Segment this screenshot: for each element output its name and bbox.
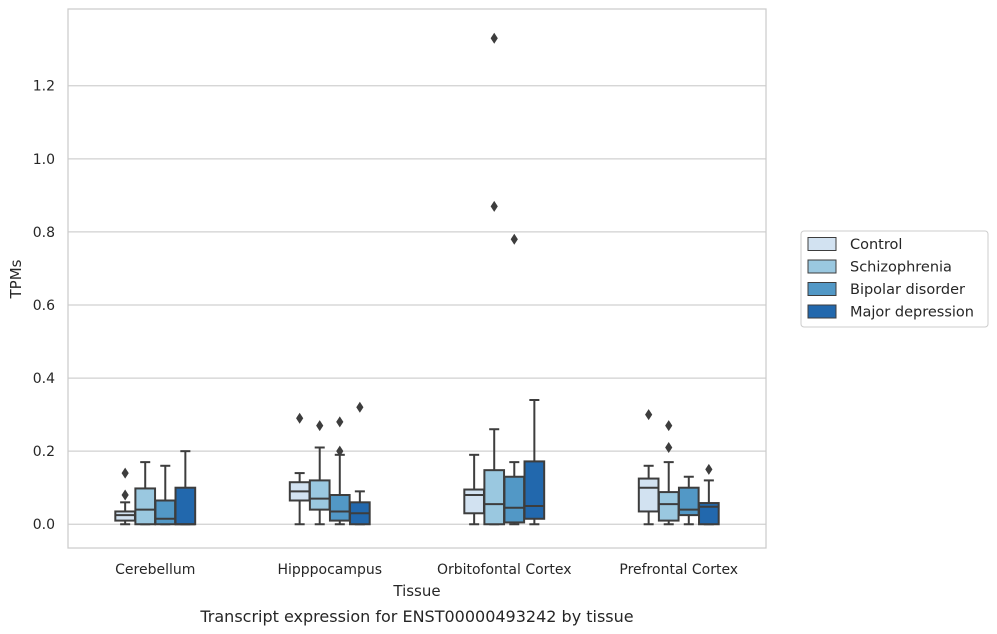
outlier-point [490,32,498,44]
box-bipolar-disorder [677,475,700,526]
legend: Control Schizophrenia Bipolar disorder Majo… [800,230,989,328]
iqr-box [174,486,197,526]
x-tick-labels: Cerebellum Hipppocampus Orbitofontal Corte… [115,562,738,578]
y-tick-label: 0.4 [33,371,55,387]
box-major-depression [174,450,197,526]
gridlines [68,85,766,525]
iqr-box [657,491,680,522]
legend-swatch [807,237,837,251]
outlier-point [121,489,129,501]
outlier-point [510,233,518,245]
iqr-box [698,502,720,526]
box-control [114,467,136,526]
y-tick-label: 0.0 [33,517,55,533]
plot-frame [67,8,767,549]
iqr-box [308,479,331,511]
legend-swatch [807,304,837,319]
legend-swatch [807,282,837,296]
box-major-depression [349,401,371,526]
y-tick-label: 0.2 [33,444,55,460]
box-bipolar-disorder [503,233,526,526]
legend-label: Major depression [850,305,974,321]
legend-label: Control [850,237,902,253]
box-control [463,453,485,526]
outlier-point [356,401,364,413]
y-tick-label: 0.8 [33,225,55,241]
iqr-box [483,469,506,526]
outlier-point [296,412,304,424]
iqr-box [328,494,351,522]
y-axis-label: TPMs [7,259,25,299]
box-control [288,412,311,526]
box-schizophrenia [657,420,680,526]
outlier-point [665,442,673,454]
box-bipolar-disorder [328,416,351,526]
legend-swatch [807,259,837,274]
iqr-box [154,499,177,526]
legend-frame [800,230,989,328]
x-tick-label: Hipppocampus [277,562,382,578]
outlier-point [336,416,344,428]
outlier-point [316,420,324,432]
legend-label: Schizophrenia [850,260,952,276]
box-schizophrenia [483,32,506,526]
y-tick-label: 1.2 [33,79,55,95]
box-bipolar-disorder [154,464,177,526]
iqr-box [503,475,526,524]
box-schizophrenia [134,461,157,526]
box-control [637,409,660,526]
iqr-box [134,487,157,526]
box-schizophrenia [308,420,331,526]
outlier-point [490,200,498,212]
legend-label: Bipolar disorder [850,282,965,298]
x-tick-label: Orbitofontal Cortex [437,562,572,578]
iqr-box [677,486,700,517]
y-tick-labels: 0.0 0.2 0.4 0.6 0.8 1.0 1.2 [33,79,55,534]
outlier-point [645,409,653,421]
x-axis-label: Tissue [392,582,440,600]
y-tick-label: 1.0 [33,152,55,168]
outlier-point [705,463,713,475]
iqr-box [637,477,660,513]
y-tick-label: 0.6 [33,298,55,314]
outlier-point [665,420,673,432]
x-tick-label: Cerebellum [115,562,195,578]
chart-caption: Transcript expression for ENST0000049324… [199,607,633,626]
iqr-box [523,460,546,520]
outlier-point [121,467,129,479]
x-tick-label: Prefrontal Cortex [619,562,738,578]
box-major-depression [523,399,546,526]
box-major-depression [698,463,720,526]
iqr-box [463,488,485,515]
outlier-point [336,445,344,457]
box-series [114,32,720,526]
